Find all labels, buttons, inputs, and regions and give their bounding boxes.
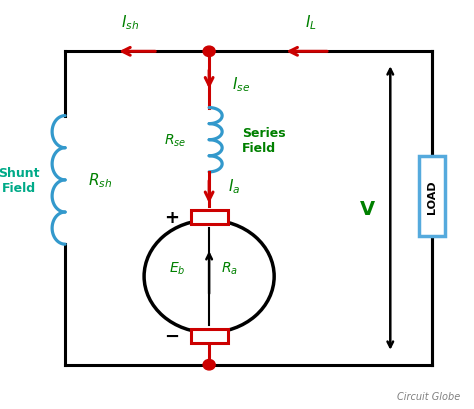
Text: $R_{se}$: $R_{se}$ [164, 132, 186, 148]
Text: Shunt
Field: Shunt Field [0, 166, 39, 194]
Text: −: − [164, 327, 180, 345]
FancyBboxPatch shape [191, 329, 228, 343]
FancyBboxPatch shape [419, 156, 445, 236]
FancyBboxPatch shape [191, 211, 228, 225]
Text: V: V [359, 199, 374, 218]
Text: Circuit Globe: Circuit Globe [397, 391, 460, 401]
Text: LOAD: LOAD [427, 180, 437, 213]
Circle shape [203, 360, 215, 370]
Text: $I_{se}$: $I_{se}$ [232, 75, 250, 94]
Text: +: + [164, 209, 180, 227]
Text: $I_a$: $I_a$ [228, 177, 240, 196]
Text: $I_L$: $I_L$ [305, 13, 317, 32]
Text: Series
Field: Series Field [242, 126, 285, 154]
Circle shape [203, 47, 215, 57]
Text: $R_a$: $R_a$ [221, 261, 237, 277]
Text: $E_b$: $E_b$ [169, 261, 186, 277]
Text: $R_{sh}$: $R_{sh}$ [88, 171, 112, 190]
Text: $I_{sh}$: $I_{sh}$ [121, 13, 139, 32]
